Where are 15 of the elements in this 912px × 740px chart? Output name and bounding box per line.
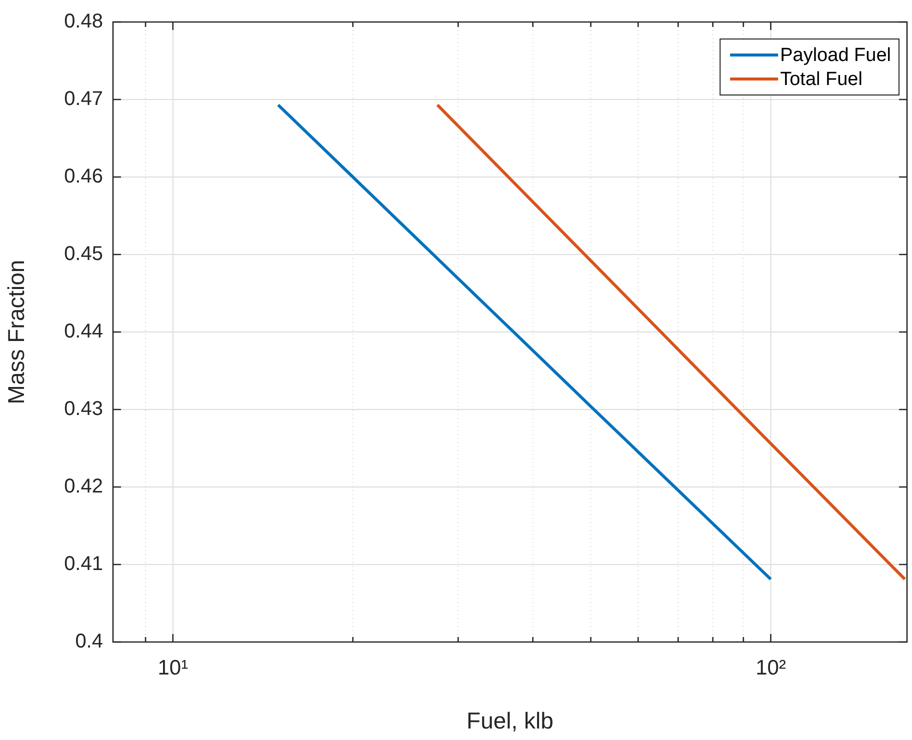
x-tick-label: 10²: [756, 656, 786, 680]
x-tick-label: 10¹: [158, 656, 188, 680]
legend-label: Total Fuel: [780, 69, 862, 90]
x-axis-title: Fuel, klb: [466, 708, 554, 734]
y-tick-label: 0.44: [64, 320, 103, 343]
y-tick-label: 0.43: [64, 398, 103, 420]
y-tick-label: 0.47: [64, 88, 103, 110]
y-axis-title: Mass Fraction: [3, 260, 30, 404]
y-tick-label: 0.45: [64, 243, 103, 266]
y-tick-label: 0.4: [75, 630, 103, 653]
y-tick-label: 0.48: [64, 10, 103, 33]
y-tick-label: 0.46: [64, 166, 103, 188]
y-tick-label: 0.41: [64, 553, 103, 576]
legend-label: Payload Fuel: [780, 45, 892, 66]
y-tick-label: 0.42: [64, 476, 103, 498]
